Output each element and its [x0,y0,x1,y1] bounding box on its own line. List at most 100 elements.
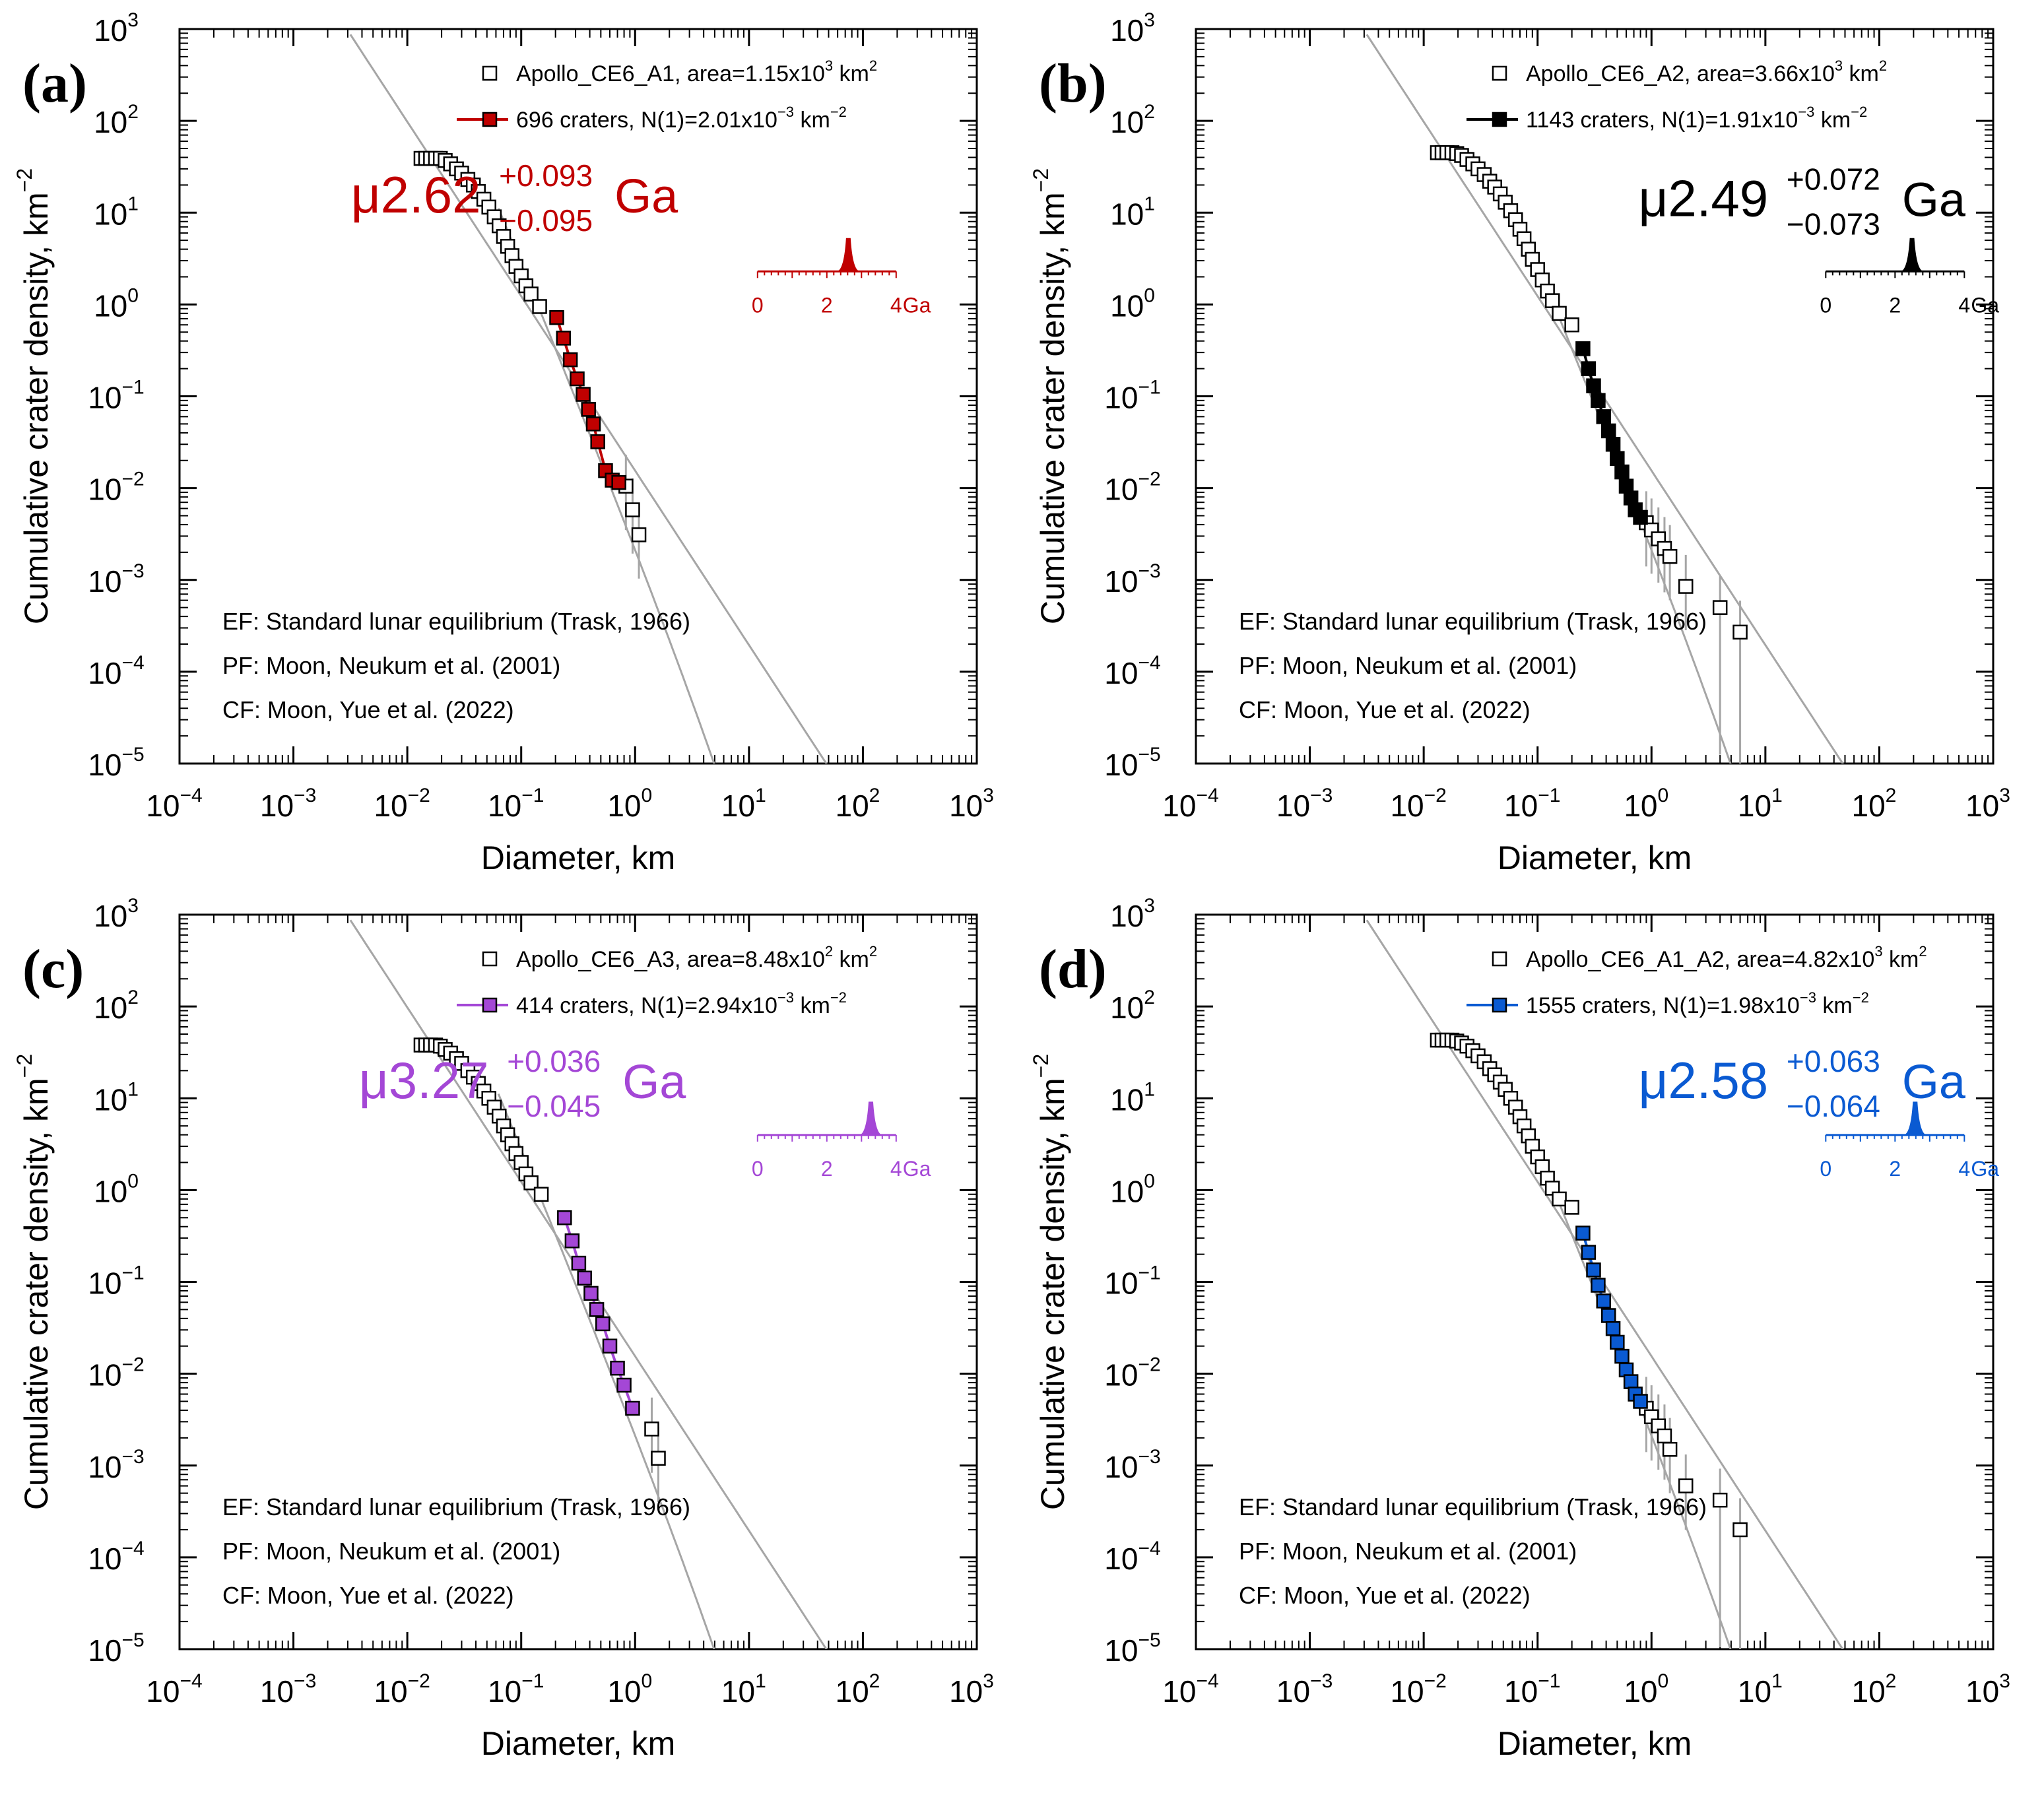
age-inset-tick-label: 2 [821,1157,833,1181]
y-tick-label-exponent: −2 [121,469,144,490]
y-tick-label: 101 [94,1078,139,1117]
y-tick-label-exponent: 0 [1144,284,1155,306]
legend-entry-craters: 1143 craters, N(1)=1.91x10−3 km−2 [1526,104,1867,133]
x-tick-label-exponent: −3 [1310,1670,1333,1692]
production-function-curve [1513,208,1732,764]
age-inset-unit: Ga [903,1157,931,1181]
data-point-open [644,1421,659,1437]
equilibrium-curve [1366,919,1844,1649]
data-point-fit [1575,1225,1591,1241]
x-tick-label: 10−1 [1504,1670,1560,1709]
data-point-fit [595,1316,610,1332]
x-tick-label: 103 [1965,785,2010,823]
age-inset-tick-label: 0 [1820,293,1831,317]
y-axis-title-exponent: −2 [13,1054,36,1078]
y-tick-label: 102 [1110,987,1155,1025]
x-tick-label-exponent: −3 [294,785,316,806]
legend-exp: 2 [869,57,877,74]
data-point-fit [1596,1293,1612,1309]
y-tick-label: 10−5 [88,1629,144,1668]
model-age-value: μ2.62 [351,166,481,224]
x-tick-label: 101 [721,785,766,823]
x-tick-label-exponent: −4 [1196,1670,1218,1692]
legend-entry-craters: 414 craters, N(1)=2.94x10−3 km−2 [516,989,847,1018]
data-point-fit [1610,451,1625,467]
data-point-open [1544,293,1560,308]
data-point-fit [1633,509,1648,525]
x-tick-label-exponent: −1 [521,1670,544,1692]
age-inset-tick-label: 0 [752,1157,764,1181]
data-point-fit [1614,1348,1630,1364]
legend-exp: −2 [1851,104,1867,120]
data-point-fit [564,1233,580,1249]
reference-annotation: CF: Moon, Yue et al. (2022) [1239,1582,1531,1609]
legend-symbol-filled [482,112,498,127]
x-tick-label: 10−2 [1390,1670,1446,1709]
reference-annotation: EF: Standard lunar equilibrium (Trask, 1… [222,1493,690,1520]
y-tick-label: 10−2 [1104,1354,1160,1392]
model-age-plus: +0.036 [507,1044,601,1078]
reference-annotation: EF: Standard lunar equilibrium (Trask, 1… [222,608,690,635]
y-tick-label-exponent: −3 [121,560,144,582]
x-tick-label-exponent: 1 [755,785,766,806]
x-tick-label-exponent: −2 [1424,785,1447,806]
y-tick-label-exponent: 3 [1144,9,1155,31]
y-tick-label-exponent: −2 [1138,1354,1160,1376]
y-tick-label: 102 [94,987,139,1025]
x-tick-label-exponent: −2 [1424,1670,1447,1692]
y-tick-label: 10−3 [88,560,144,599]
y-tick-label-exponent: −1 [121,377,144,399]
x-tick-label-exponent: −3 [294,1670,316,1692]
production-function-curve [497,208,715,764]
age-inset-tick-label: 0 [752,293,764,317]
data-point-fit [1581,361,1597,376]
legend-entry-area: Apollo_CE6_A2, area=3.66x103 km2 [1526,57,1887,86]
x-tick-label: 101 [721,1670,766,1709]
y-tick-label-exponent: 0 [127,284,139,306]
data-point-open [533,1187,549,1202]
age-inset-unit: Ga [1971,1157,1999,1181]
y-tick-label-exponent: −2 [1138,469,1160,490]
legend-exp: 3 [1835,57,1843,74]
x-tick-label-exponent: −2 [408,1670,430,1692]
y-tick-label: 10−1 [1104,377,1160,415]
panel-label: (c) [22,938,84,1000]
x-axis-title: Diameter, km [1498,1725,1692,1762]
legend-exp: 2 [1919,943,1927,960]
y-tick-label: 10−2 [88,1354,144,1392]
data-point-fit [625,1400,640,1416]
y-tick-label: 100 [94,284,139,323]
x-tick-label-exponent: 3 [983,1670,994,1692]
y-tick-label: 103 [1110,895,1155,933]
x-tick-label: 10−3 [260,1670,316,1709]
y-tick-label-exponent: 1 [1144,1078,1155,1100]
y-tick-label-exponent: 2 [1144,987,1155,1008]
age-inset-tick-label: 2 [1889,1157,1901,1181]
x-tick-label: 10−3 [260,785,316,823]
x-tick-label-exponent: 3 [1999,1670,2010,1692]
legend-entry-craters: 696 craters, N(1)=2.01x10−3 km−2 [516,104,847,133]
y-tick-label: 100 [1110,1170,1155,1208]
x-tick-label-exponent: −4 [180,785,202,806]
x-tick-label: 10−4 [1162,1670,1218,1709]
data-point-open [1678,579,1694,594]
model-age-unit: Ga [1902,174,1966,227]
data-point-open [1712,600,1728,615]
data-point-fit [576,387,591,402]
data-point-open [1564,317,1579,333]
data-point-fit [1601,1308,1616,1323]
production-function-curve [497,1093,715,1649]
model-age-unit: Ga [614,170,678,223]
age-inset-peak [860,1101,882,1136]
legend-symbol-filled [1492,112,1507,127]
data-point-open [1662,1442,1678,1457]
x-tick-label: 10−2 [374,1670,430,1709]
y-tick-label-exponent: 3 [1144,895,1155,917]
data-point-fit [610,1360,625,1376]
age-inset-tick-label: 4 [1958,1157,1970,1181]
panel-b: 10−4 10−3 10−2 10−1 100 101 102 10310−510−410−3… [1029,9,2010,876]
legend-symbol-open [1492,65,1507,81]
data-point-fit [1575,341,1591,356]
x-tick-label-exponent: 2 [869,785,880,806]
y-axis-title: Cumulative crater density, km−2 [13,168,55,624]
